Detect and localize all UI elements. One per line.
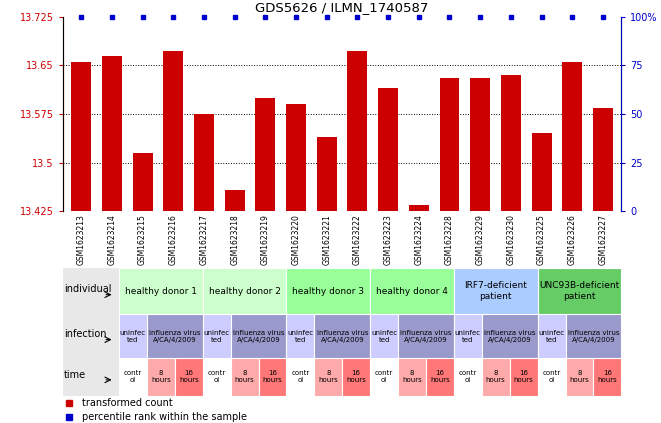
Bar bbox=[398, 314, 454, 358]
Text: 8
hours: 8 hours bbox=[486, 371, 506, 383]
Bar bbox=[258, 358, 286, 396]
Bar bbox=[537, 314, 566, 358]
Text: uninfec
ted: uninfec ted bbox=[455, 330, 481, 343]
Bar bbox=[315, 314, 370, 358]
Text: percentile rank within the sample: percentile rank within the sample bbox=[83, 412, 247, 422]
Bar bbox=[203, 358, 231, 396]
Text: healthy donor 1: healthy donor 1 bbox=[125, 286, 197, 296]
Bar bbox=[566, 358, 594, 396]
Text: influenza virus
A/CA/4/2009: influenza virus A/CA/4/2009 bbox=[484, 330, 535, 343]
Bar bbox=[71, 62, 91, 211]
Text: influenza virus
A/CA/4/2009: influenza virus A/CA/4/2009 bbox=[233, 330, 284, 343]
Text: 16
hours: 16 hours bbox=[346, 371, 366, 383]
Bar bbox=[566, 314, 621, 358]
Bar bbox=[537, 358, 566, 396]
Bar bbox=[593, 107, 613, 211]
Bar bbox=[102, 56, 122, 211]
Bar bbox=[255, 98, 276, 211]
Bar bbox=[370, 268, 454, 314]
Text: healthy donor 3: healthy donor 3 bbox=[292, 286, 364, 296]
Text: influenza virus
A/CA/4/2009: influenza virus A/CA/4/2009 bbox=[568, 330, 619, 343]
Text: transformed count: transformed count bbox=[83, 398, 173, 408]
Text: contr
ol: contr ol bbox=[375, 371, 393, 383]
Bar bbox=[348, 51, 368, 211]
Text: uninfec
ted: uninfec ted bbox=[120, 330, 146, 343]
Text: 16
hours: 16 hours bbox=[430, 371, 449, 383]
Title: GDS5626 / ILMN_1740587: GDS5626 / ILMN_1740587 bbox=[255, 1, 429, 14]
Text: healthy donor 4: healthy donor 4 bbox=[376, 286, 448, 296]
Bar bbox=[147, 314, 203, 358]
Text: contr
ol: contr ol bbox=[208, 371, 226, 383]
Text: 16
hours: 16 hours bbox=[179, 371, 198, 383]
Bar bbox=[398, 358, 426, 396]
Text: contr
ol: contr ol bbox=[124, 371, 142, 383]
Bar bbox=[531, 133, 551, 211]
Text: individual: individual bbox=[64, 284, 112, 294]
Text: time: time bbox=[64, 370, 86, 380]
Bar bbox=[426, 358, 454, 396]
Text: uninfec
ted: uninfec ted bbox=[539, 330, 564, 343]
Bar bbox=[342, 358, 370, 396]
Text: 8
hours: 8 hours bbox=[319, 371, 338, 383]
Bar bbox=[482, 314, 537, 358]
Text: 8
hours: 8 hours bbox=[570, 371, 590, 383]
Bar bbox=[286, 314, 315, 358]
Bar bbox=[370, 358, 398, 396]
Text: 8
hours: 8 hours bbox=[402, 371, 422, 383]
Bar bbox=[203, 268, 286, 314]
Bar bbox=[133, 153, 153, 211]
Text: 8
hours: 8 hours bbox=[235, 371, 254, 383]
Bar bbox=[440, 78, 459, 211]
Text: 16
hours: 16 hours bbox=[262, 371, 282, 383]
Bar bbox=[286, 104, 306, 211]
Bar bbox=[286, 268, 370, 314]
Text: IRF7-deficient
patient: IRF7-deficient patient bbox=[464, 281, 527, 301]
Text: uninfec
ted: uninfec ted bbox=[288, 330, 313, 343]
Bar bbox=[501, 75, 521, 211]
Bar bbox=[163, 51, 183, 211]
Bar bbox=[510, 358, 537, 396]
Bar bbox=[315, 358, 342, 396]
Text: influenza virus
A/CA/4/2009: influenza virus A/CA/4/2009 bbox=[149, 330, 200, 343]
Bar bbox=[537, 268, 621, 314]
Text: contr
ol: contr ol bbox=[459, 371, 477, 383]
Text: UNC93B-deficient
patient: UNC93B-deficient patient bbox=[539, 281, 619, 301]
Bar bbox=[408, 205, 429, 211]
Bar bbox=[231, 314, 286, 358]
Text: 16
hours: 16 hours bbox=[514, 371, 533, 383]
Bar bbox=[454, 314, 482, 358]
Text: influenza virus
A/CA/4/2009: influenza virus A/CA/4/2009 bbox=[400, 330, 451, 343]
Bar bbox=[286, 358, 315, 396]
Bar bbox=[454, 268, 537, 314]
Bar bbox=[470, 78, 490, 211]
Bar bbox=[147, 358, 175, 396]
Bar bbox=[175, 358, 203, 396]
Text: 8
hours: 8 hours bbox=[151, 371, 171, 383]
Bar bbox=[194, 114, 214, 211]
Bar bbox=[317, 137, 336, 211]
Text: uninfec
ted: uninfec ted bbox=[204, 330, 230, 343]
Text: contr
ol: contr ol bbox=[543, 371, 561, 383]
Bar bbox=[370, 314, 398, 358]
Bar bbox=[454, 358, 482, 396]
Text: contr
ol: contr ol bbox=[292, 371, 309, 383]
Text: uninfec
ted: uninfec ted bbox=[371, 330, 397, 343]
Text: healthy donor 2: healthy donor 2 bbox=[209, 286, 280, 296]
Bar bbox=[378, 88, 398, 211]
Bar bbox=[594, 358, 621, 396]
Bar bbox=[482, 358, 510, 396]
Bar bbox=[119, 314, 147, 358]
Bar bbox=[119, 268, 203, 314]
Bar bbox=[225, 190, 245, 211]
Text: 16
hours: 16 hours bbox=[598, 371, 617, 383]
Bar bbox=[203, 314, 231, 358]
Text: infection: infection bbox=[64, 329, 106, 339]
Bar bbox=[119, 358, 147, 396]
Text: influenza virus
A/CA/4/2009: influenza virus A/CA/4/2009 bbox=[317, 330, 368, 343]
Bar bbox=[563, 62, 582, 211]
Bar bbox=[231, 358, 258, 396]
